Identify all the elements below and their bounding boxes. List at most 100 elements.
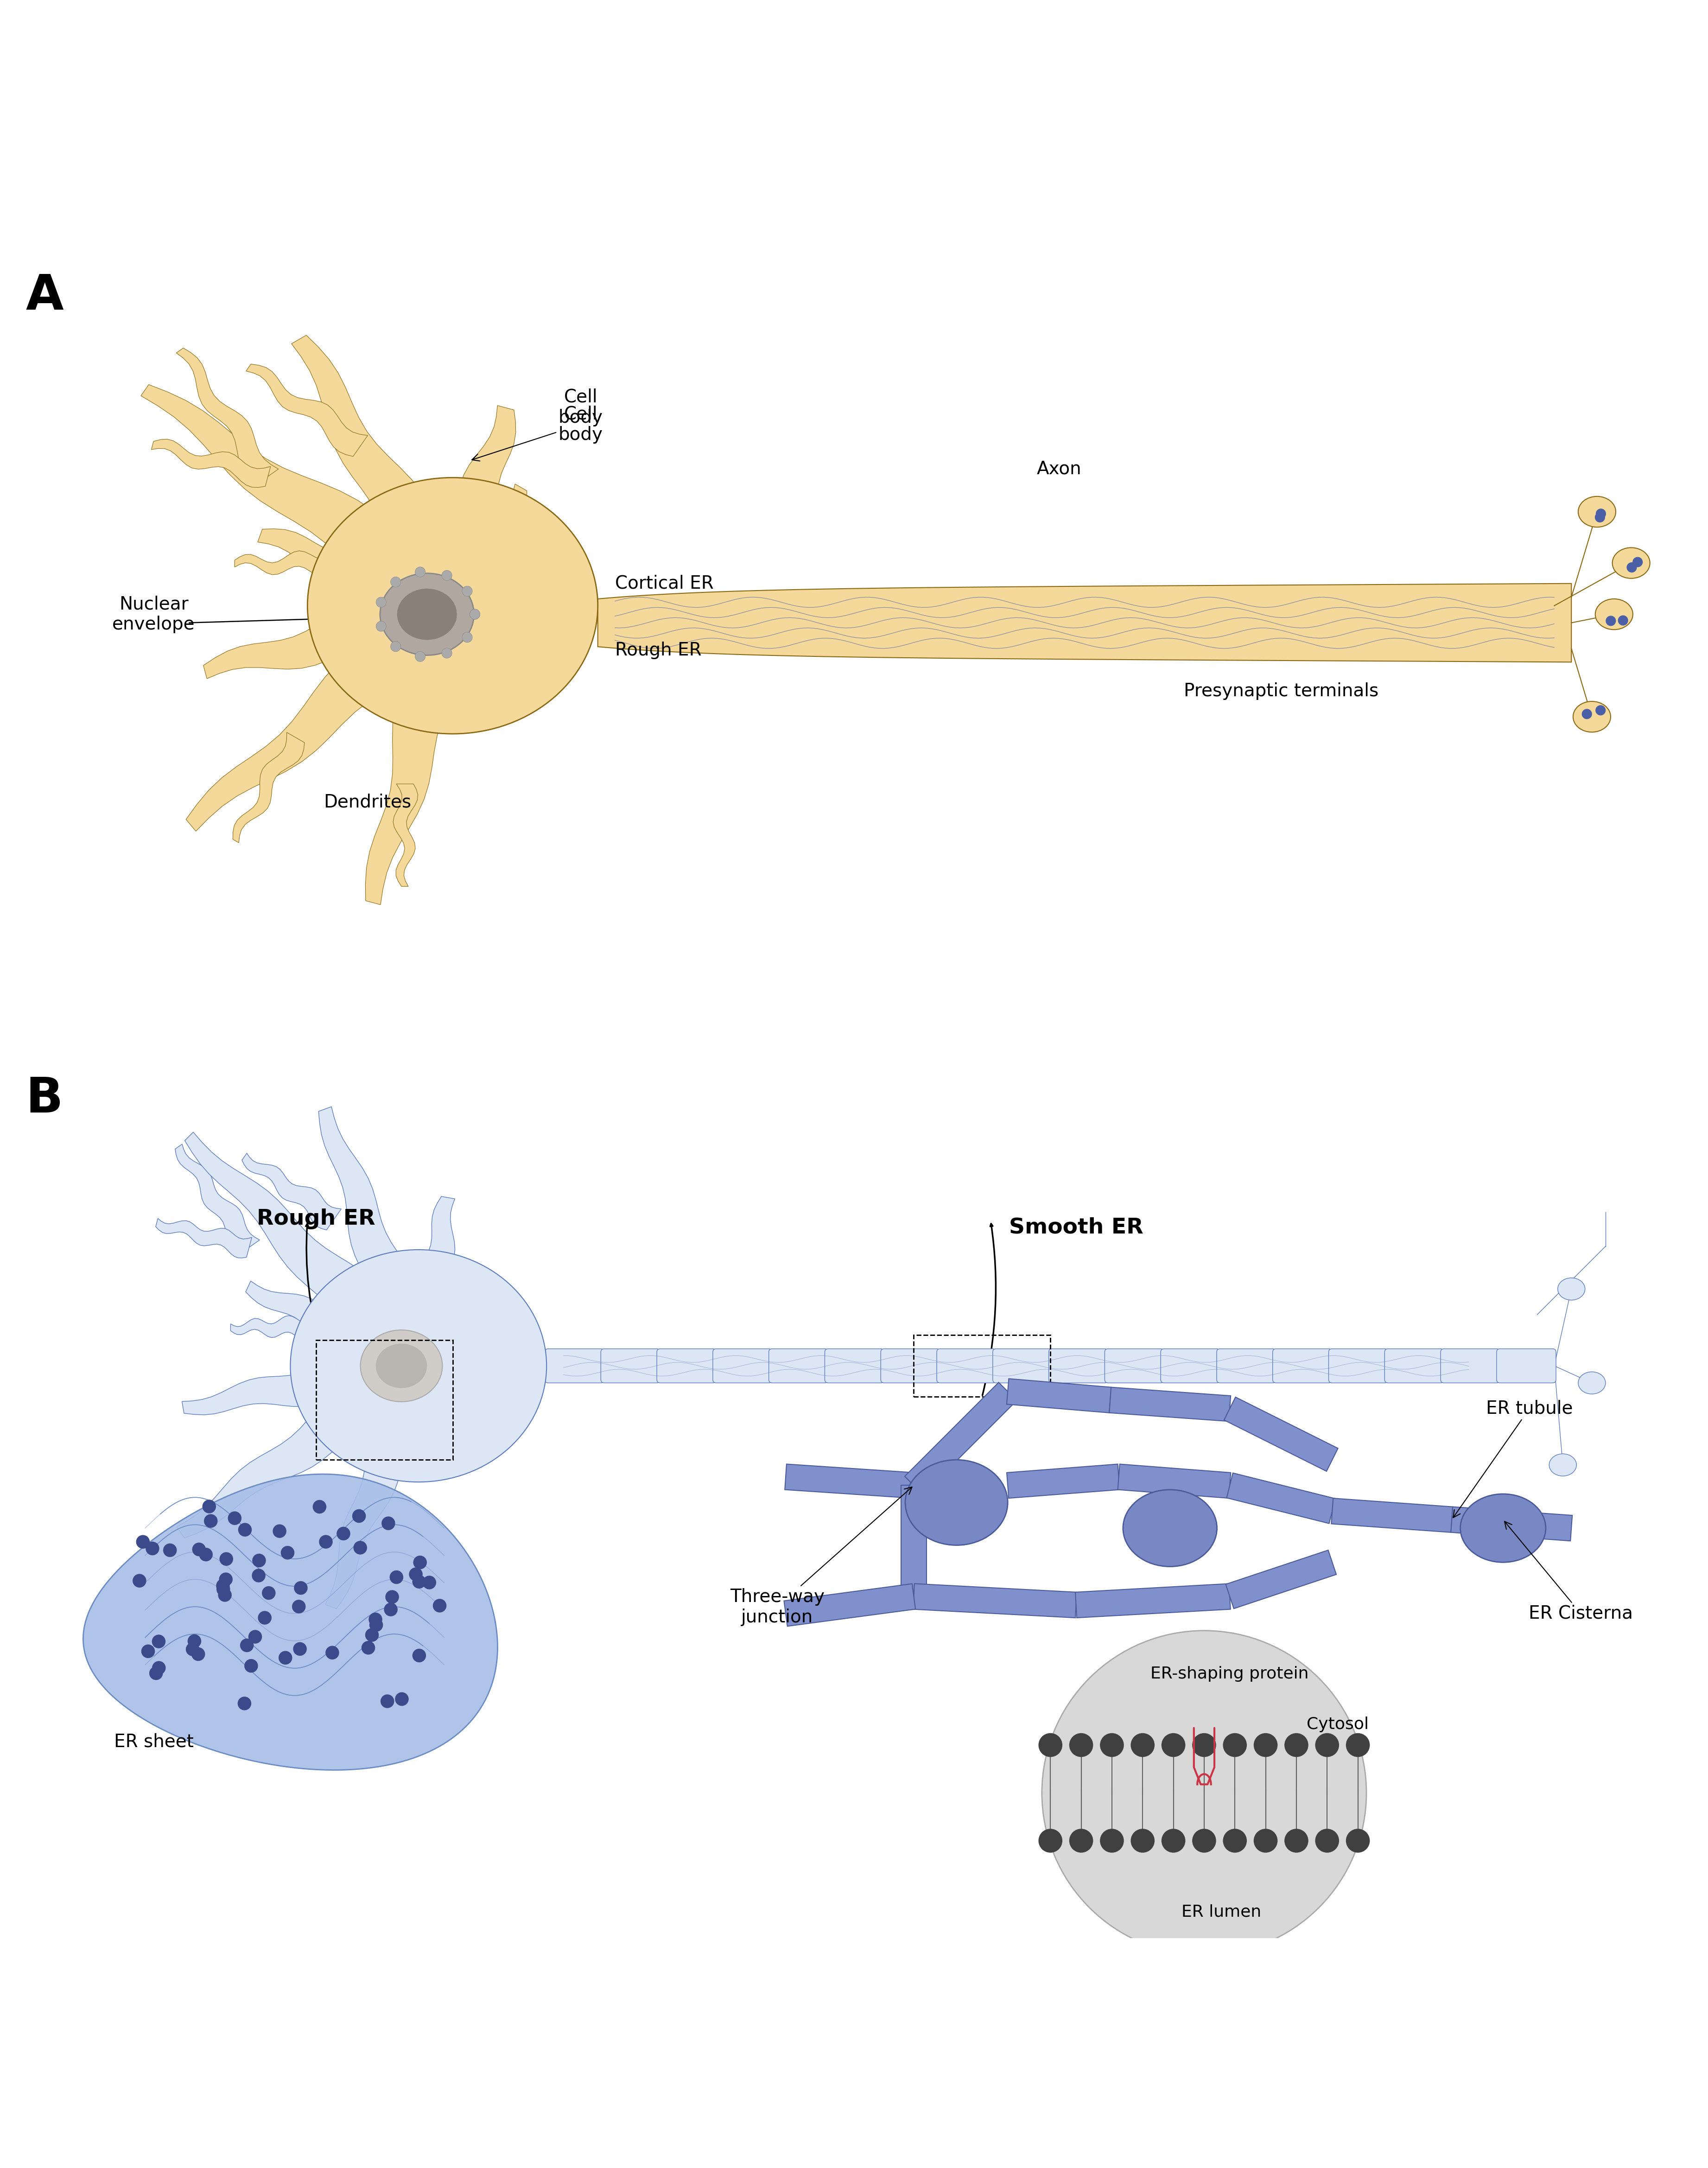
Ellipse shape [307, 477, 598, 733]
Circle shape [191, 1648, 205, 1661]
Polygon shape [246, 1281, 429, 1390]
Text: Three-way
junction: Three-way junction [729, 1487, 912, 1626]
Circle shape [1254, 1732, 1278, 1756]
Circle shape [1161, 1732, 1185, 1756]
Circle shape [1038, 1732, 1062, 1756]
Circle shape [219, 1552, 232, 1565]
Circle shape [241, 1639, 254, 1652]
Circle shape [200, 1548, 214, 1561]
FancyBboxPatch shape [769, 1348, 828, 1383]
Circle shape [217, 1583, 231, 1596]
Circle shape [227, 1511, 241, 1524]
Circle shape [1617, 616, 1628, 627]
Circle shape [248, 1630, 261, 1643]
Circle shape [1626, 562, 1636, 572]
Polygon shape [176, 1145, 260, 1255]
Text: ER lumen: ER lumen [1182, 1904, 1261, 1919]
Circle shape [354, 1541, 367, 1554]
Circle shape [381, 1695, 395, 1708]
Circle shape [326, 1646, 340, 1659]
Polygon shape [176, 349, 278, 483]
Polygon shape [786, 1463, 914, 1498]
FancyBboxPatch shape [658, 1348, 716, 1383]
Circle shape [217, 1578, 231, 1593]
Circle shape [470, 609, 480, 620]
Polygon shape [155, 1218, 251, 1257]
Circle shape [251, 1570, 265, 1583]
FancyBboxPatch shape [1385, 1348, 1443, 1383]
Polygon shape [184, 1132, 441, 1390]
FancyBboxPatch shape [881, 1348, 939, 1383]
Circle shape [376, 596, 386, 607]
Circle shape [1192, 1732, 1216, 1756]
Polygon shape [366, 596, 485, 904]
Polygon shape [231, 1316, 313, 1340]
FancyBboxPatch shape [825, 1348, 885, 1383]
Circle shape [352, 1509, 366, 1522]
Circle shape [1346, 1830, 1370, 1854]
FancyBboxPatch shape [1440, 1348, 1500, 1383]
Ellipse shape [398, 590, 458, 640]
Text: Rough ER: Rough ER [615, 642, 702, 659]
Ellipse shape [1124, 1489, 1218, 1567]
Circle shape [1284, 1732, 1308, 1756]
Circle shape [142, 1646, 155, 1659]
Circle shape [133, 1574, 147, 1587]
Text: B: B [26, 1075, 63, 1123]
Polygon shape [203, 575, 461, 679]
Ellipse shape [1573, 702, 1611, 733]
Circle shape [152, 1661, 166, 1674]
Polygon shape [420, 405, 516, 614]
Circle shape [1223, 1830, 1247, 1854]
Circle shape [164, 1544, 178, 1557]
Ellipse shape [1460, 1494, 1546, 1563]
Circle shape [442, 570, 453, 581]
Circle shape [413, 1557, 427, 1570]
Polygon shape [234, 551, 336, 579]
FancyBboxPatch shape [1496, 1348, 1556, 1383]
Circle shape [313, 1500, 326, 1513]
FancyBboxPatch shape [1272, 1348, 1332, 1383]
Circle shape [244, 1659, 258, 1674]
Circle shape [1633, 557, 1643, 568]
Circle shape [422, 1576, 436, 1589]
FancyBboxPatch shape [1216, 1348, 1276, 1383]
Polygon shape [905, 1383, 1016, 1494]
Polygon shape [1006, 1379, 1112, 1414]
Circle shape [191, 1544, 205, 1557]
Polygon shape [1225, 1396, 1337, 1472]
Circle shape [237, 1698, 251, 1711]
Circle shape [1161, 1830, 1185, 1854]
Circle shape [1131, 1830, 1155, 1854]
Text: Presynaptic terminals: Presynaptic terminals [1184, 683, 1378, 700]
Polygon shape [1076, 1583, 1230, 1617]
Ellipse shape [1558, 1277, 1585, 1301]
Circle shape [1254, 1830, 1278, 1854]
Circle shape [463, 633, 473, 642]
Circle shape [1346, 1732, 1370, 1756]
Circle shape [470, 609, 480, 620]
Polygon shape [140, 384, 475, 637]
Circle shape [219, 1589, 232, 1602]
Circle shape [415, 566, 425, 577]
FancyBboxPatch shape [1105, 1348, 1165, 1383]
Polygon shape [1450, 1507, 1573, 1541]
Circle shape [237, 1522, 251, 1537]
Circle shape [381, 1515, 395, 1531]
Circle shape [1284, 1830, 1308, 1854]
Circle shape [258, 1611, 272, 1624]
Polygon shape [598, 583, 1571, 661]
Circle shape [412, 1648, 425, 1663]
Ellipse shape [1578, 1372, 1606, 1394]
Circle shape [395, 1693, 408, 1706]
Ellipse shape [1549, 1455, 1576, 1476]
Circle shape [261, 1587, 275, 1600]
Text: Axon: Axon [1037, 460, 1081, 477]
Polygon shape [176, 1342, 436, 1537]
Text: A: A [26, 273, 63, 321]
Polygon shape [183, 1340, 424, 1416]
Circle shape [362, 1641, 376, 1654]
Polygon shape [232, 733, 304, 843]
Circle shape [188, 1635, 202, 1648]
Circle shape [145, 1541, 159, 1554]
